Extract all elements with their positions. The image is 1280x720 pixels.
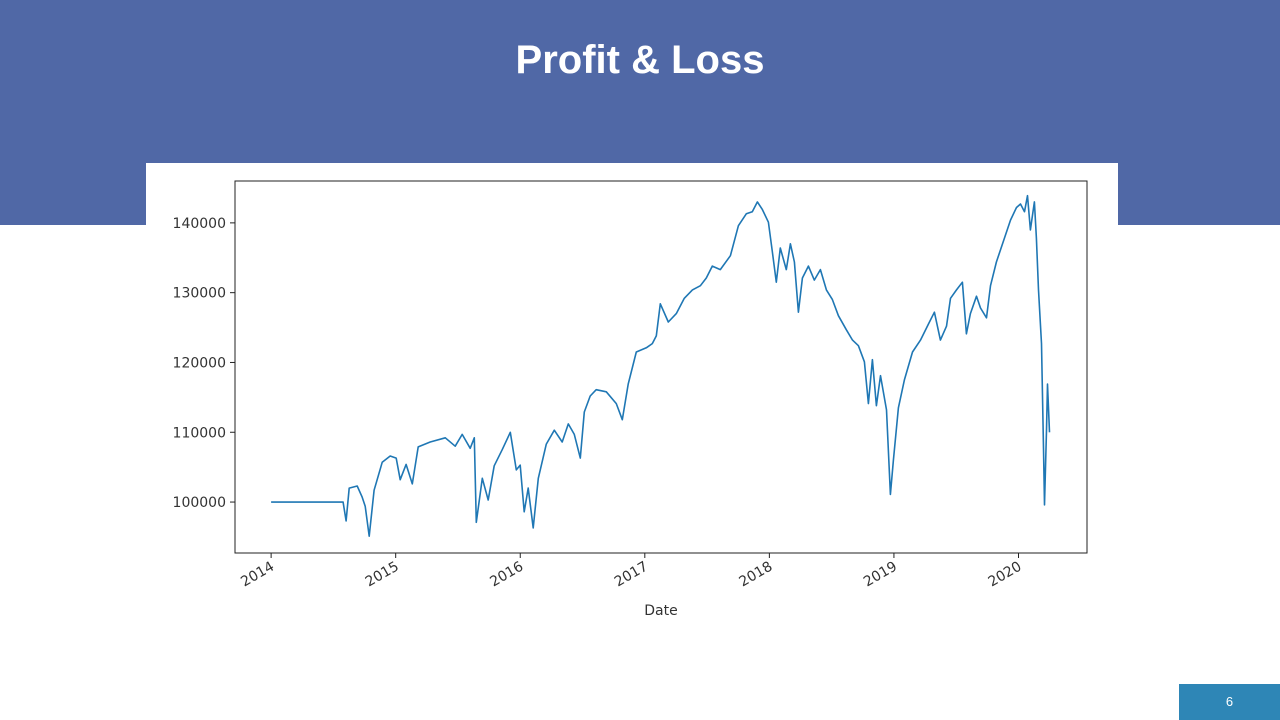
plot-frame bbox=[234, 180, 1088, 554]
x-tick-label: 2014 bbox=[238, 559, 277, 591]
x-tick-label: 2018 bbox=[737, 559, 776, 591]
x-tick-label: 2016 bbox=[487, 559, 526, 591]
x-tick-label: 2017 bbox=[612, 559, 651, 591]
y-tick-label: 140000 bbox=[173, 216, 226, 232]
chart: Date 100000 110000 120000 130000 140000 2014 2… bbox=[173, 180, 1088, 619]
line-series bbox=[271, 194, 1051, 537]
y-tick-label: 130000 bbox=[173, 286, 226, 302]
y-tick-label: 120000 bbox=[173, 355, 226, 371]
page-number: 6 bbox=[1179, 684, 1280, 720]
x-axis-label: Date bbox=[644, 603, 677, 619]
x-tick-label: 2020 bbox=[986, 559, 1025, 591]
y-tick-label: 100000 bbox=[173, 495, 226, 511]
y-tick-label: 110000 bbox=[173, 425, 226, 441]
chart-image: Date 100000 110000 120000 130000 140000 2014 2… bbox=[146, 163, 1118, 643]
x-tick-label: 2019 bbox=[861, 559, 900, 591]
x-tick-label: 2015 bbox=[363, 559, 402, 591]
slide-title: Profit & Loss bbox=[515, 38, 765, 82]
